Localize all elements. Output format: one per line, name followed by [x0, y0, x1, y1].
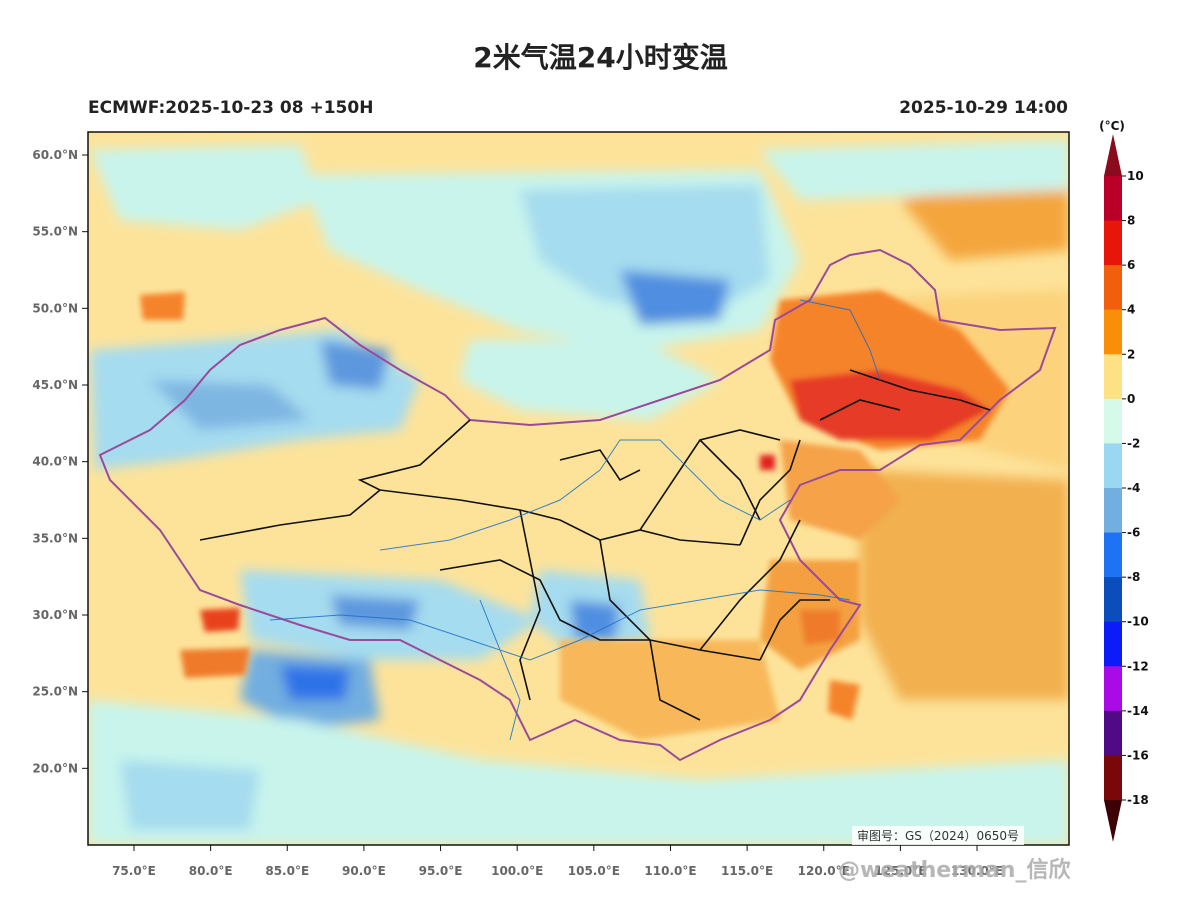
- colorbar-tick-label: -6: [1127, 526, 1140, 540]
- lon-tick-label: 80.0°E: [189, 864, 233, 878]
- lat-tick-label: 25.0°N: [32, 685, 78, 699]
- colorbar-tick-label: -12: [1127, 659, 1149, 673]
- colorbar-segment: [1104, 621, 1122, 667]
- colorbar-segment: [1104, 309, 1122, 355]
- colorbar-tick-label: -2: [1127, 436, 1140, 450]
- country-border: [98, 248, 1057, 762]
- colorbar-segment: [1104, 532, 1122, 578]
- colorbar-segment: [1104, 265, 1122, 311]
- lon-tick-label: 115.0°E: [721, 864, 773, 878]
- colorbar-segment: [1104, 354, 1122, 400]
- colorbar-tick-label: -18: [1127, 793, 1149, 807]
- colorbar-tick-label: 10: [1127, 169, 1144, 183]
- lat-tick-label: 50.0°N: [32, 301, 78, 315]
- colorbar-tick-label: -8: [1127, 570, 1140, 584]
- map-title: 2米气温24小时变温: [473, 41, 728, 74]
- temperature-change-field: [88, 132, 1069, 845]
- valid-time-label: 2025-10-29 14:00: [899, 98, 1068, 118]
- colorbar-tick-label: -14: [1127, 704, 1149, 718]
- lon-tick-label: 105.0°E: [568, 864, 620, 878]
- watermark: @weatherman_信欣: [838, 858, 1071, 883]
- longitude-axis: 75.0°E 80.0°E 85.0°E 90.0°E 95.0°E 100.0°E 105…: [112, 845, 1003, 878]
- colorbar-tick-label: 2: [1127, 347, 1135, 361]
- colorbar-tick-label: -16: [1127, 748, 1149, 762]
- lat-tick-label: 45.0°N: [32, 378, 78, 392]
- colorbar-segment: [1104, 443, 1122, 489]
- colorbar-segment: [1104, 176, 1122, 222]
- lat-tick-label: 60.0°N: [32, 148, 78, 162]
- lon-tick-label: 85.0°E: [265, 864, 309, 878]
- colorbar-segment: [1104, 710, 1122, 756]
- lon-tick-label: 125.0°E: [874, 864, 926, 878]
- colorbar-segment: [1104, 220, 1122, 266]
- colorbar-tick-label: 4: [1127, 303, 1135, 317]
- colorbar-tick-label: -4: [1127, 481, 1140, 495]
- colorbar-segment: [1104, 577, 1122, 623]
- colorbar-tick-label: 0: [1127, 392, 1135, 406]
- rivers: [269, 299, 881, 741]
- colorbar-segment: [1104, 755, 1122, 801]
- lat-tick-label: 40.0°N: [32, 455, 78, 469]
- lat-tick-label: 55.0°N: [32, 225, 78, 239]
- map-approval-number: 审图号：GS（2024）0650号: [852, 826, 1024, 845]
- colorbar-tick-label: 6: [1127, 258, 1135, 272]
- colorbar: (°C) 10 8 6 4 2 0 -2 -4 -6 -8 -10 -12 -14 -16 -18: [1099, 119, 1149, 842]
- map-frame: [87, 131, 1070, 846]
- colorbar-bottom-arrow: [1104, 800, 1122, 842]
- lat-tick-label: 35.0°N: [32, 531, 78, 545]
- lon-tick-label: 90.0°E: [342, 864, 386, 878]
- lon-tick-label: 110.0°E: [644, 864, 696, 878]
- lon-tick-label: 100.0°E: [491, 864, 543, 878]
- model-run-label: ECMWF:2025-10-23 08 +150H: [88, 98, 374, 118]
- province-borders: [199, 369, 991, 721]
- colorbar-tick-label: -10: [1127, 615, 1149, 629]
- latitude-axis: 60.0°N 55.0°N 50.0°N 45.0°N 40.0°N 35.0°N 30.0…: [32, 148, 88, 775]
- lon-tick-label: 120.0°E: [798, 864, 850, 878]
- lat-tick-label: 30.0°N: [32, 608, 78, 622]
- colorbar-unit: (°C): [1099, 119, 1125, 133]
- colorbar-segment: [1104, 666, 1122, 712]
- lon-tick-label: 75.0°E: [112, 864, 156, 878]
- colorbar-segment: [1104, 488, 1122, 534]
- colorbar-top-arrow: [1104, 134, 1122, 176]
- colorbar-tick-label: 8: [1127, 214, 1135, 228]
- colorbar-segment: [1104, 398, 1122, 444]
- lat-tick-label: 20.0°N: [32, 761, 78, 775]
- lon-tick-label: 95.0°E: [419, 864, 463, 878]
- lon-tick-label: 130.0°E: [951, 864, 1003, 878]
